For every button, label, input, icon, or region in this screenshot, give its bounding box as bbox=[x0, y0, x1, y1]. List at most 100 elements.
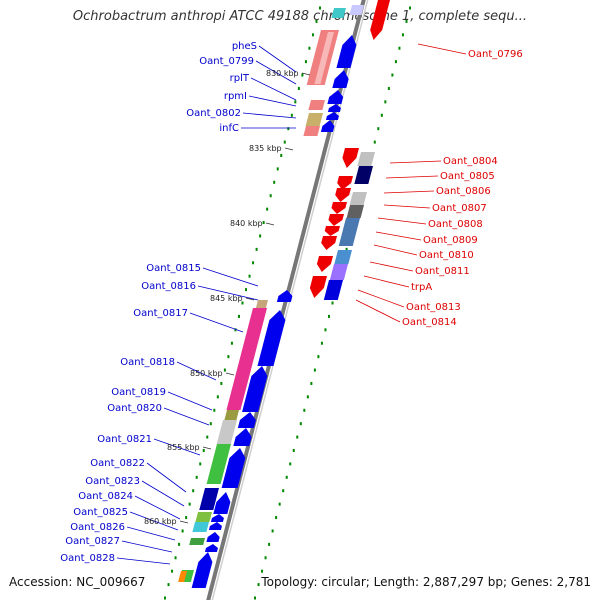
right-leader-line bbox=[383, 204, 431, 209]
label-leader-lines bbox=[116, 43, 467, 565]
ruler-left-dot bbox=[269, 194, 272, 198]
gene-block-0804 bbox=[357, 152, 375, 166]
arrow-plus bbox=[237, 412, 256, 428]
arrow-plus bbox=[336, 35, 357, 68]
left-leader-line bbox=[197, 285, 259, 301]
ruler-right-dot bbox=[377, 127, 380, 131]
arrow-plus bbox=[213, 492, 231, 514]
left-leader-line bbox=[248, 95, 297, 107]
right-leader-line bbox=[377, 217, 427, 225]
ruler-right-dot bbox=[313, 368, 316, 372]
gene-block-0816 bbox=[255, 300, 268, 308]
left-gene-label: Oant_0828 bbox=[60, 553, 115, 564]
left-leader-line bbox=[202, 267, 259, 287]
ruler-right-dot bbox=[405, 19, 408, 23]
ruler-right-dot bbox=[289, 462, 292, 466]
ruler-left-dot bbox=[290, 113, 293, 117]
ruler-left-dot bbox=[171, 569, 174, 573]
gene-block-0820 bbox=[216, 420, 237, 444]
arrow-minus bbox=[321, 236, 337, 250]
ruler-left-dot bbox=[308, 46, 311, 50]
ruler-left-dot bbox=[315, 19, 318, 23]
ruler-left-dot bbox=[178, 542, 181, 546]
left-leader-line bbox=[258, 45, 297, 73]
left-leader-line bbox=[242, 112, 297, 119]
gene-block-highlight bbox=[314, 32, 334, 84]
gene-block-0828b bbox=[178, 571, 187, 582]
ruler-right-dot bbox=[299, 422, 302, 426]
ruler-left-dot bbox=[319, 6, 321, 10]
ruler-left-dot bbox=[276, 167, 279, 171]
kbp-tick-mark bbox=[179, 520, 189, 524]
kbp-tick-label: 860 kbp bbox=[144, 517, 177, 526]
accession-text: Accession: NC_009667 bbox=[9, 575, 146, 589]
gene-block-0813 bbox=[323, 280, 343, 300]
right-leader-line bbox=[383, 190, 435, 194]
arrow-minus bbox=[324, 226, 340, 236]
left-gene-label: Oant_0799 bbox=[199, 56, 254, 67]
right-leader-line bbox=[385, 175, 439, 179]
ruler-left-dot bbox=[167, 583, 170, 587]
ruler-right-dot bbox=[257, 583, 260, 587]
left-leader-line bbox=[255, 60, 297, 85]
ruler-left-dot bbox=[266, 207, 269, 211]
ruler-left-dot bbox=[213, 408, 216, 412]
left-leader-line bbox=[176, 361, 217, 381]
arrow-plus bbox=[233, 428, 252, 446]
right-gene-labels: Oant_0796 Oant_0804 Oant_0805 Oant_0806 Oant… bbox=[402, 49, 523, 328]
ruler-right-dot bbox=[327, 314, 330, 318]
ruler-right-dot bbox=[391, 73, 394, 77]
kbp-tick-mark bbox=[265, 222, 275, 226]
ruler-right-dot bbox=[331, 301, 334, 305]
arrow-plus bbox=[204, 544, 218, 552]
left-leader-line bbox=[163, 407, 210, 426]
left-gene-label: Oant_0826 bbox=[70, 522, 125, 533]
arrow-plus bbox=[332, 70, 349, 88]
kbp-tick-label: 835 kbp bbox=[249, 144, 282, 153]
kbp-tick-mark bbox=[202, 446, 212, 450]
arrow-minus bbox=[370, 0, 390, 40]
left-gene-label: Oant_0827 bbox=[65, 536, 120, 547]
right-gene-label: Oant_0814 bbox=[402, 317, 457, 328]
ruler-right-dot bbox=[261, 569, 264, 573]
kbp-tick-label: 845 kbp bbox=[210, 294, 243, 303]
right-gene-label: trpA bbox=[411, 282, 432, 293]
arrow-plus bbox=[325, 112, 339, 120]
ruler-right-dot bbox=[398, 46, 401, 50]
kbp-ticks: 830 kbp 835 kbp 840 kbp 845 kbp 850 kbp 855 k… bbox=[144, 69, 311, 526]
arrow-plus bbox=[320, 120, 335, 132]
ruler-right-dot bbox=[278, 502, 281, 506]
right-leader-line bbox=[357, 289, 405, 308]
right-gene-label: Oant_0806 bbox=[436, 186, 491, 197]
ruler-right-dot bbox=[254, 596, 256, 600]
right-leader-line bbox=[417, 43, 467, 55]
right-gene-label: Oant_0807 bbox=[432, 203, 487, 214]
left-gene-label: infC bbox=[219, 123, 239, 134]
ruler-left-dot bbox=[174, 556, 177, 560]
ruler-left-dot bbox=[216, 395, 219, 399]
left-leader-line bbox=[126, 526, 176, 541]
ruler-left-dot bbox=[297, 86, 300, 90]
left-gene-label: rpmI bbox=[224, 91, 247, 102]
ruler-left-dot bbox=[248, 274, 251, 278]
gene-block-0810 bbox=[334, 250, 352, 264]
right-gene-label: Oant_0796 bbox=[468, 49, 523, 60]
gene-block-0819 bbox=[223, 410, 239, 422]
arrow-plus bbox=[327, 104, 341, 112]
ruler-left-dot bbox=[237, 314, 240, 318]
right-leader-line bbox=[369, 261, 414, 272]
right-gene-label: Oant_0810 bbox=[419, 250, 474, 261]
ruler-left-dot bbox=[230, 341, 233, 345]
kbp-tick-label: 855 kbp bbox=[167, 443, 200, 452]
gene-block-0808 bbox=[346, 205, 364, 218]
arrow-minus bbox=[335, 188, 351, 202]
ruler-left-dot bbox=[283, 140, 286, 144]
right-gene-label: Oant_0805 bbox=[440, 171, 495, 182]
ruler-right-dot bbox=[320, 341, 323, 345]
gene-block-0805 bbox=[354, 166, 373, 184]
ruler-left-dot bbox=[188, 502, 191, 506]
gene-block-0811 bbox=[329, 264, 348, 280]
left-gene-label: rplT bbox=[230, 73, 250, 84]
right-gene-label: Oant_0811 bbox=[415, 266, 470, 277]
